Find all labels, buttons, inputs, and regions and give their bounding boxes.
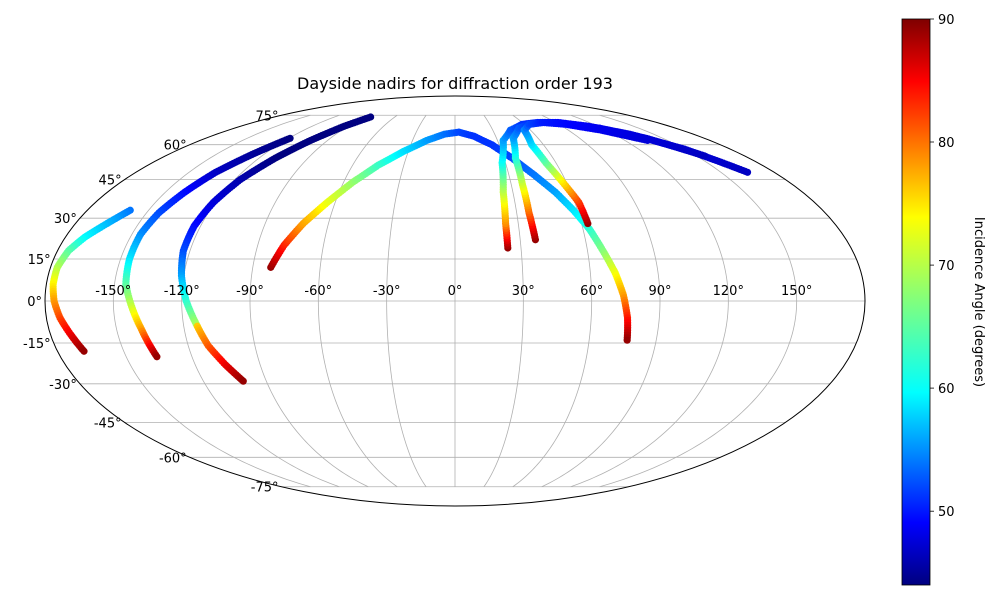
latitude-tick-label: 30° (54, 212, 77, 227)
meridian-line (112, 114, 311, 488)
longitude-tick-label: 60° (580, 284, 603, 299)
meridian-line (541, 114, 661, 488)
meridian-line (386, 115, 427, 487)
latitude-tick-labels: -75° -60° -45° -30° -15° 0° 15° 30° 45° 60° 75° (23, 109, 279, 495)
longitude-tick-label: -90° (236, 284, 264, 299)
chart-title: Dayside nadirs for diffraction order 193 (297, 74, 613, 93)
latitude-tick-label: -75° (251, 481, 279, 496)
graticule-grid (45, 114, 865, 488)
data-point (80, 347, 88, 355)
longitude-tick-label: -150° (95, 284, 131, 299)
latitude-tick-label: -15° (23, 337, 51, 352)
meridian-line (512, 114, 593, 488)
data-point (643, 136, 652, 145)
colorbar-tick-label: 80 (938, 136, 955, 151)
data-point (239, 377, 247, 385)
meridian-line (570, 114, 729, 488)
latitude-tick-label: 75° (255, 109, 278, 124)
colorbar (901, 18, 931, 586)
longitude-tick-labels: -150° -120° -90° -60° -30° 0° 30° 60° 90° 120° 150… (95, 284, 812, 299)
longitude-tick-label: 150° (781, 284, 812, 299)
latitude-tick-label: -60° (159, 451, 187, 466)
latitude-tick-label: 60° (164, 139, 187, 154)
data-point (623, 336, 631, 344)
latitude-tick-label: 45° (99, 174, 122, 189)
latitude-tick-label: 15° (28, 253, 51, 268)
scatter-points (49, 113, 752, 385)
latitude-tick-label: -30° (49, 378, 77, 393)
map-boundary (44, 95, 866, 507)
colorbar-tick-label: 50 (938, 505, 955, 520)
latitude-tick-label: -45° (94, 416, 122, 431)
data-point (743, 168, 752, 176)
longitude-tick-label: 90° (648, 284, 671, 299)
meridian-line (249, 114, 369, 488)
colorbar-tick-label: 70 (938, 259, 955, 274)
longitude-tick-label: -120° (164, 284, 200, 299)
colorbar-tick-label: 60 (938, 382, 955, 397)
colorbar-label: Incidence Angle (degrees) (971, 217, 986, 387)
longitude-tick-label: 0° (448, 284, 463, 299)
latitude-tick-label: 0° (27, 295, 42, 310)
meridian-line (181, 114, 340, 488)
meridian-line (483, 115, 524, 487)
data-point (153, 353, 161, 361)
colorbar-ticks: 50 60 70 80 90 (930, 13, 955, 520)
data-point (700, 152, 708, 160)
colorbar-tick-label: 90 (938, 13, 955, 28)
longitude-tick-label: 30° (512, 284, 535, 299)
longitude-tick-label: -60° (304, 284, 332, 299)
longitude-tick-label: -30° (373, 284, 401, 299)
longitude-tick-label: 120° (713, 284, 744, 299)
meridian-line (317, 114, 398, 488)
meridian-line (599, 114, 798, 488)
